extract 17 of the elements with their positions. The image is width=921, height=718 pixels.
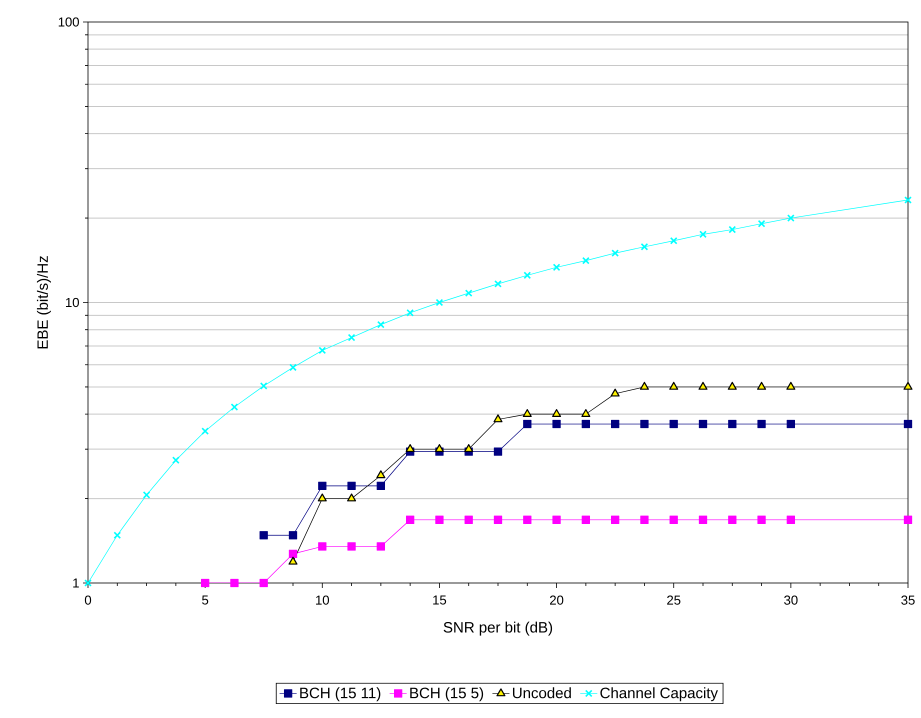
y-tick-label: 100 — [58, 17, 79, 27]
y-tick-label: 1 — [73, 578, 79, 588]
x-tick-label: 15 — [433, 596, 446, 605]
legend-label: BCH (15 11) — [300, 687, 380, 702]
x-axis-title: SNR per bit (dB) — [444, 622, 552, 636]
legend-label: Channel Capacity — [600, 687, 718, 702]
x-tick-label: 0 — [84, 596, 92, 605]
x-tick-label: 35 — [901, 596, 915, 605]
x-tick-label: 10 — [316, 596, 330, 605]
x-tick-label: 30 — [784, 596, 798, 605]
y-axis-title: EBE (bit/s)/Hz — [36, 256, 51, 348]
x-tick-label: 25 — [667, 596, 680, 605]
x-tick-label: 20 — [550, 596, 564, 605]
legend-label: BCH (15 5) — [410, 687, 484, 702]
y-tick-label: 10 — [66, 298, 79, 308]
legend-label: Uncoded — [512, 687, 571, 698]
x-tick-label: 5 — [202, 596, 208, 605]
